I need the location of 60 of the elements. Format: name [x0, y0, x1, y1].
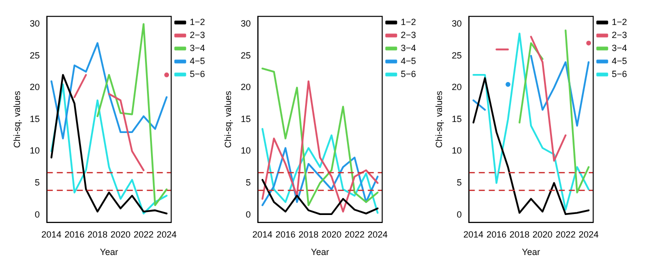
y-tick-label: 30 — [452, 18, 462, 29]
y-tick-label: 25 — [30, 50, 40, 60]
legend-label: 5−6 — [400, 68, 416, 79]
y-axis-title: Chi-sq. values — [222, 90, 233, 148]
y-tick-label: 5 — [246, 177, 251, 188]
x-tick-label: 2018 — [509, 229, 530, 240]
y-tick-label: 15 — [240, 114, 251, 124]
legend-label: 1−2 — [190, 16, 206, 27]
x-tick-label: 2020 — [322, 229, 342, 240]
x-tick-label: 2020 — [110, 229, 131, 240]
x-axis-title: Year — [100, 247, 118, 258]
x-tick-label: 2020 — [532, 229, 553, 240]
y-tick-label: 20 — [30, 82, 40, 92]
legend-label: 3−4 — [190, 42, 206, 53]
legend-label: 2−3 — [190, 30, 206, 40]
legend-label: 4−5 — [190, 56, 206, 66]
y-tick-label: 5 — [456, 177, 462, 188]
x-tick-label: 2024 — [156, 229, 177, 240]
y-tick-label: 0 — [34, 209, 40, 220]
y-tick-label: 25 — [240, 50, 251, 60]
y-tick-label: 20 — [452, 82, 462, 92]
y-tick-label: 25 — [452, 50, 462, 60]
y-tick-label: 20 — [240, 82, 251, 92]
y-tick-label: 10 — [452, 146, 462, 156]
legend-label: 3−4 — [400, 42, 416, 53]
x-tick-label: 2016 — [64, 229, 84, 240]
x-tick-label: 2024 — [368, 229, 388, 240]
x-tick-label: 2018 — [87, 229, 108, 240]
y-tick-label: 30 — [30, 18, 40, 29]
x-tick-label: 2014 — [252, 229, 272, 240]
x-axis-title: Year — [310, 247, 330, 258]
y-tick-label: 0 — [246, 209, 251, 220]
y-tick-label: 0 — [456, 209, 462, 220]
x-tick-label: 2014 — [41, 229, 62, 240]
legend-label: 4−5 — [400, 56, 416, 66]
x-axis-title: Year — [522, 247, 540, 258]
y-axis-title: Chi-sq. values — [12, 90, 22, 148]
legend-label: 5−6 — [612, 68, 628, 79]
legend-label: 3−4 — [612, 42, 628, 53]
y-tick-label: 15 — [30, 114, 40, 124]
x-tick-label: 2014 — [463, 229, 484, 240]
y-tick-label: 15 — [452, 114, 462, 124]
legend-label: 2−3 — [400, 30, 416, 40]
y-tick-label: 10 — [240, 146, 251, 156]
x-tick-label: 2016 — [275, 229, 296, 240]
x-tick-label: 2022 — [134, 229, 154, 240]
x-tick-label: 2024 — [578, 229, 599, 240]
x-tick-label: 2022 — [344, 229, 365, 240]
legend-label: 1−2 — [612, 16, 628, 27]
y-axis-title: Chi-sq. values — [434, 90, 444, 148]
legend-label: 5−6 — [190, 68, 206, 79]
x-tick-label: 2018 — [298, 229, 319, 240]
y-tick-label: 30 — [240, 18, 251, 29]
y-tick-label: 10 — [30, 146, 40, 156]
y-tick-label: 5 — [34, 177, 40, 188]
legend-label: 1−2 — [400, 16, 416, 27]
x-tick-label: 2022 — [556, 229, 576, 240]
legend-label: 2−3 — [612, 30, 628, 40]
x-tick-label: 2016 — [486, 229, 506, 240]
legend-label: 4−5 — [612, 56, 628, 66]
